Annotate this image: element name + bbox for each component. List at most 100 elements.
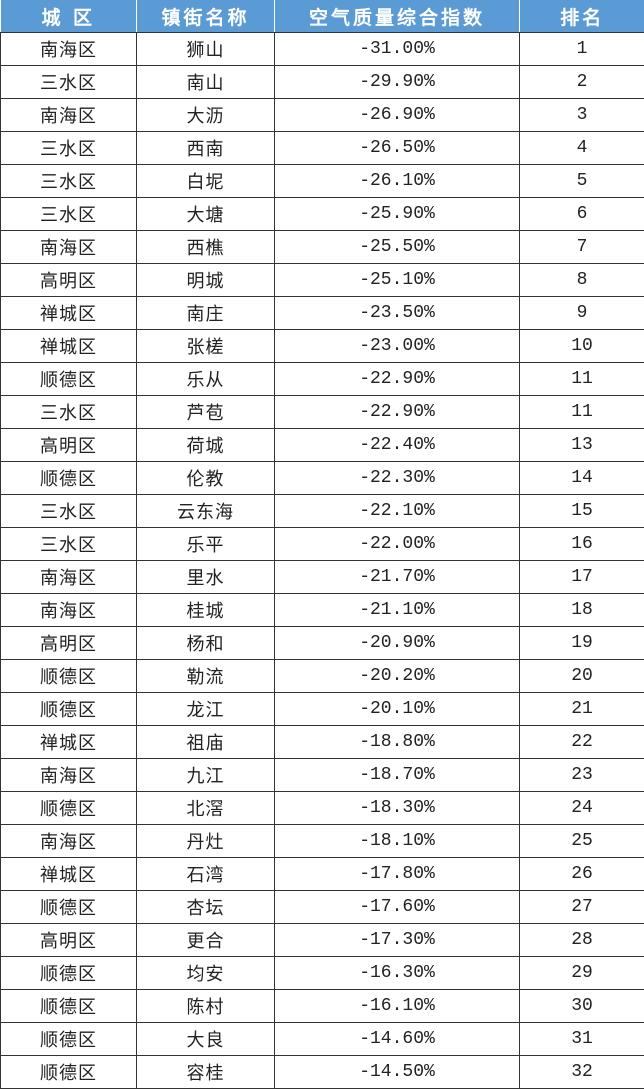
- table-row: 南海区 桂城 -21.10% 18: [0, 593, 644, 627]
- aqi-cell: -18.70%: [274, 758, 520, 792]
- table-row: 顺德区 陈村 -16.10% 30: [0, 989, 644, 1023]
- table-row: 高明区 杨和 -20.90% 19: [0, 626, 644, 660]
- town-cell: 容桂: [136, 1055, 275, 1089]
- aqi-cell: -26.10%: [274, 164, 520, 198]
- town-cell: 西南: [136, 131, 275, 165]
- rank-cell: 11: [519, 362, 644, 396]
- table-row: 顺德区 龙江 -20.10% 21: [0, 692, 644, 726]
- rank-cell: 1: [519, 32, 644, 66]
- table-row: 顺德区 容桂 -14.50% 32: [0, 1055, 644, 1089]
- rank-cell: 24: [519, 791, 644, 825]
- aqi-cell: -29.90%: [274, 65, 520, 99]
- aqi-cell: -23.00%: [274, 329, 520, 363]
- district-cell: 禅城区: [0, 857, 137, 891]
- rank-cell: 26: [519, 857, 644, 891]
- rank-cell: 9: [519, 296, 644, 330]
- district-cell: 三水区: [0, 65, 137, 99]
- aqi-cell: -20.90%: [274, 626, 520, 660]
- table-row: 南海区 丹灶 -18.10% 25: [0, 824, 644, 858]
- town-cell: 龙江: [136, 692, 275, 726]
- town-cell: 明城: [136, 263, 275, 297]
- table-row: 南海区 狮山 -31.00% 1: [0, 32, 644, 66]
- aqi-cell: -17.60%: [274, 890, 520, 924]
- table-row: 顺德区 均安 -16.30% 29: [0, 956, 644, 990]
- table-row: 三水区 西南 -26.50% 4: [0, 131, 644, 165]
- town-cell: 勒流: [136, 659, 275, 693]
- rank-cell: 18: [519, 593, 644, 627]
- table-row: 顺德区 勒流 -20.20% 20: [0, 659, 644, 693]
- aqi-cell: -16.30%: [274, 956, 520, 990]
- rank-cell: 30: [519, 989, 644, 1023]
- header-row: 城 区 镇街名称 空气质量综合指数 排名: [0, 0, 644, 33]
- aqi-cell: -18.10%: [274, 824, 520, 858]
- district-cell: 南海区: [0, 824, 137, 858]
- table-row: 禅城区 石湾 -17.80% 26: [0, 857, 644, 891]
- aqi-cell: -17.30%: [274, 923, 520, 957]
- aqi-cell: -22.10%: [274, 494, 520, 528]
- rank-cell: 4: [519, 131, 644, 165]
- town-cell: 丹灶: [136, 824, 275, 858]
- rank-cell: 22: [519, 725, 644, 759]
- district-cell: 三水区: [0, 164, 137, 198]
- aqi-cell: -22.30%: [274, 461, 520, 495]
- aqi-cell: -20.20%: [274, 659, 520, 693]
- aqi-cell: -26.90%: [274, 98, 520, 132]
- table-row: 南海区 大沥 -26.90% 3: [0, 98, 644, 132]
- district-cell: 顺德区: [0, 890, 137, 924]
- district-cell: 顺德区: [0, 956, 137, 990]
- table-row: 顺德区 杏坛 -17.60% 27: [0, 890, 644, 924]
- town-cell: 杏坛: [136, 890, 275, 924]
- rank-cell: 3: [519, 98, 644, 132]
- aqi-cell: -18.30%: [274, 791, 520, 825]
- table-row: 高明区 明城 -25.10% 8: [0, 263, 644, 297]
- table-row: 南海区 九江 -18.70% 23: [0, 758, 644, 792]
- table-row: 顺德区 乐从 -22.90% 11: [0, 362, 644, 396]
- aqi-cell: -21.10%: [274, 593, 520, 627]
- district-cell: 高明区: [0, 923, 137, 957]
- aqi-cell: -14.60%: [274, 1022, 520, 1056]
- district-cell: 南海区: [0, 230, 137, 264]
- town-cell: 乐从: [136, 362, 275, 396]
- town-cell: 西樵: [136, 230, 275, 264]
- town-cell: 桂城: [136, 593, 275, 627]
- town-cell: 大沥: [136, 98, 275, 132]
- town-cell: 南山: [136, 65, 275, 99]
- district-cell: 顺德区: [0, 659, 137, 693]
- district-cell: 顺德区: [0, 461, 137, 495]
- table-row: 三水区 云东海 -22.10% 15: [0, 494, 644, 528]
- table-row: 顺德区 北滘 -18.30% 24: [0, 791, 644, 825]
- table-row: 顺德区 大良 -14.60% 31: [0, 1022, 644, 1056]
- rank-cell: 20: [519, 659, 644, 693]
- header-district: 城 区: [0, 0, 137, 33]
- rank-cell: 28: [519, 923, 644, 957]
- aqi-cell: -31.00%: [274, 32, 520, 66]
- district-cell: 禅城区: [0, 296, 137, 330]
- header-rank: 排名: [519, 0, 644, 33]
- district-cell: 顺德区: [0, 989, 137, 1023]
- rank-cell: 10: [519, 329, 644, 363]
- aqi-cell: -16.10%: [274, 989, 520, 1023]
- rank-cell: 21: [519, 692, 644, 726]
- aqi-cell: -17.80%: [274, 857, 520, 891]
- aqi-cell: -20.10%: [274, 692, 520, 726]
- aqi-cell: -22.90%: [274, 395, 520, 429]
- aqi-cell: -18.80%: [274, 725, 520, 759]
- district-cell: 顺德区: [0, 1055, 137, 1089]
- aqi-cell: -14.50%: [274, 1055, 520, 1089]
- header-town: 镇街名称: [136, 0, 275, 33]
- district-cell: 三水区: [0, 527, 137, 561]
- town-cell: 张槎: [136, 329, 275, 363]
- town-cell: 祖庙: [136, 725, 275, 759]
- header-aqi-index: 空气质量综合指数: [274, 0, 520, 33]
- aqi-cell: -22.90%: [274, 362, 520, 396]
- town-cell: 里水: [136, 560, 275, 594]
- table-row: 禅城区 南庄 -23.50% 9: [0, 296, 644, 330]
- rank-cell: 6: [519, 197, 644, 231]
- aqi-cell: -21.70%: [274, 560, 520, 594]
- district-cell: 高明区: [0, 428, 137, 462]
- table-row: 高明区 更合 -17.30% 28: [0, 923, 644, 957]
- aqi-cell: -26.50%: [274, 131, 520, 165]
- rank-cell: 16: [519, 527, 644, 561]
- table-row: 禅城区 张槎 -23.00% 10: [0, 329, 644, 363]
- table-row: 顺德区 伦教 -22.30% 14: [0, 461, 644, 495]
